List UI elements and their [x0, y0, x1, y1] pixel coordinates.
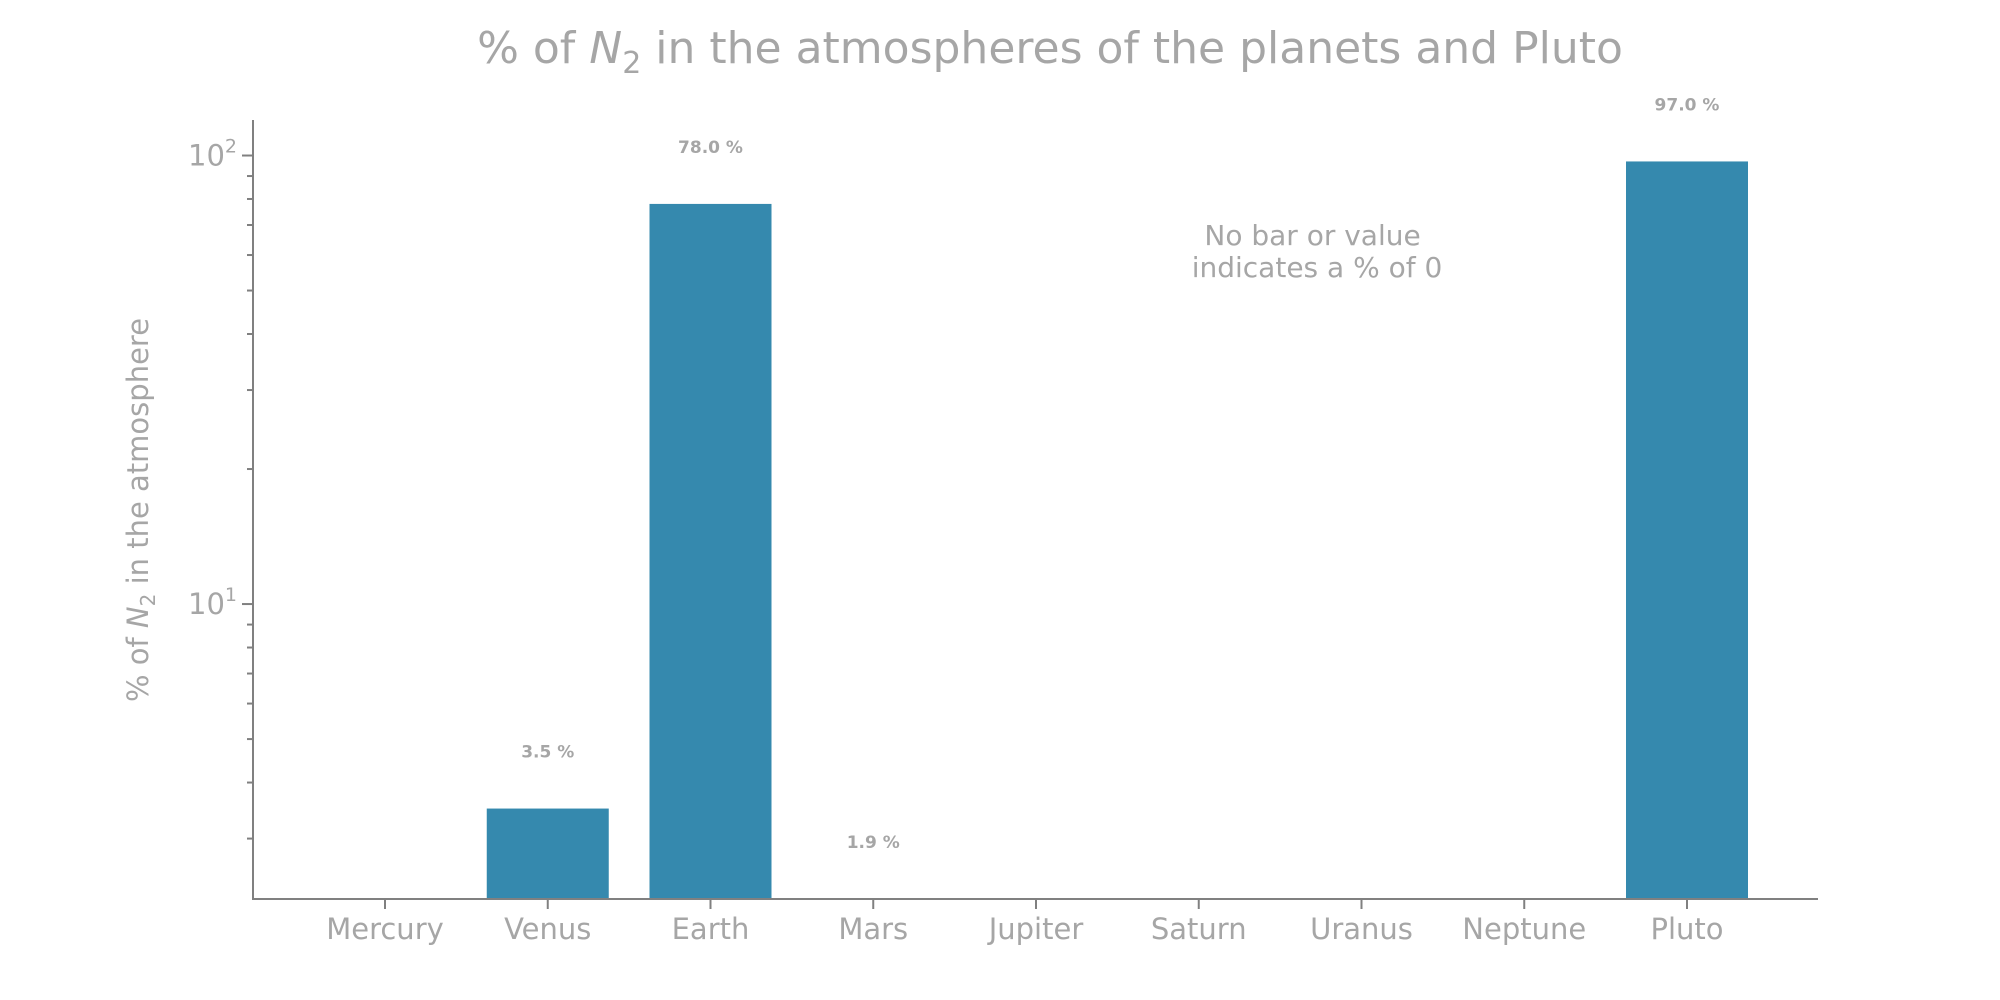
x-tick-label-saturn: Saturn	[1151, 912, 1247, 946]
x-tick-label-jupiter: Jupiter	[987, 912, 1084, 946]
y-ticks-group: 101 102	[188, 136, 253, 840]
data-label-pluto: 97.0 %	[1655, 95, 1720, 115]
data-label-earth: 78.0 %	[678, 138, 743, 158]
x-tick-label-earth: Earth	[672, 912, 750, 946]
y-axis-label: % of N2 in the atmosphere	[121, 318, 160, 702]
data-label-mars: 1.9 %	[847, 833, 900, 853]
y-tick-label: 101	[188, 584, 237, 621]
x-tick-label-venus: Venus	[504, 912, 591, 946]
y-tick-label: 102	[188, 136, 237, 173]
chart-title: % of N2 in the atmospheres of the planet…	[477, 23, 1623, 81]
bar-earth	[649, 203, 772, 900]
x-ticks-group: Mercury Venus Earth Mars Jupiter Saturn Uranus…	[326, 899, 1724, 946]
x-tick-label-neptune: Neptune	[1462, 912, 1586, 946]
bar-pluto	[1626, 161, 1748, 899]
x-tick-label-pluto: Pluto	[1650, 912, 1723, 946]
data-labels-group: 3.5 % 78.0 % 1.9 % 97.0 %	[521, 95, 1719, 853]
annotation-line-1: No bar or value	[1204, 219, 1420, 252]
bar-venus	[486, 808, 609, 899]
annotation-line-2: indicates a % of 0	[1192, 251, 1443, 284]
x-tick-label-mercury: Mercury	[326, 912, 444, 946]
annotation: No bar or value indicates a % of 0	[1192, 219, 1443, 284]
x-tick-label-mars: Mars	[838, 912, 908, 946]
bars-group	[486, 161, 1748, 900]
data-label-venus: 3.5 %	[521, 743, 574, 763]
x-tick-label-uranus: Uranus	[1310, 912, 1413, 946]
